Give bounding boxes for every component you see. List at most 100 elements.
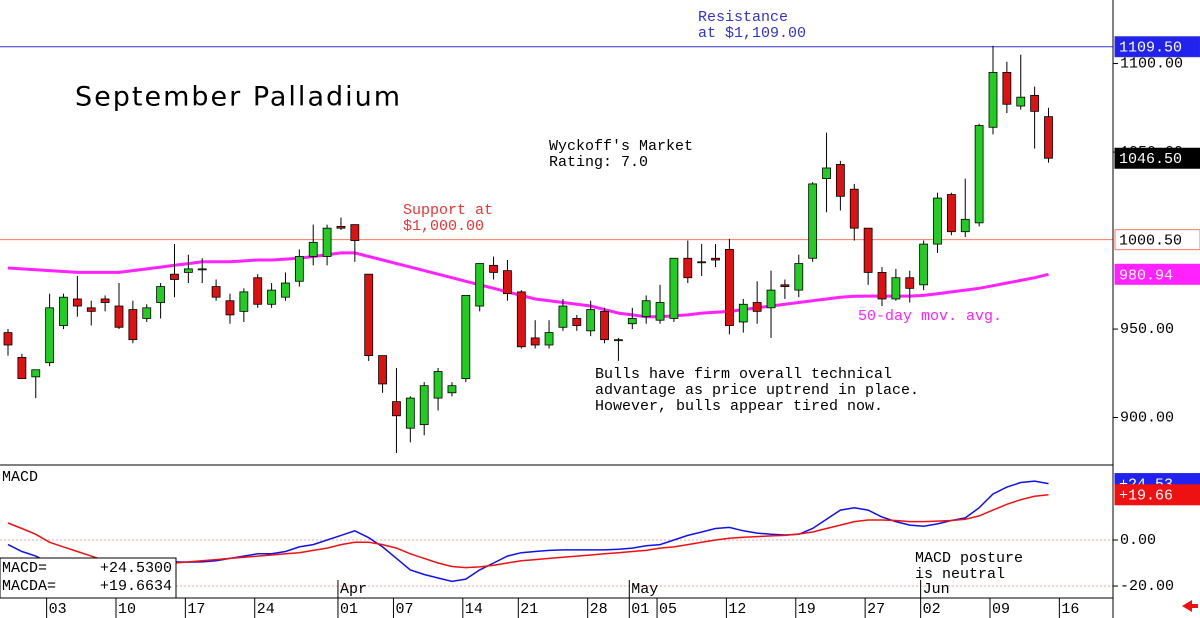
y-tick-label: 0.00	[1120, 532, 1156, 549]
moving-average	[7, 251, 1049, 319]
price-marker-label: 980.94	[1119, 267, 1173, 284]
candle-body	[378, 355, 387, 385]
price-marker-label: 1000.50	[1119, 233, 1182, 250]
candle-body	[863, 227, 873, 273]
candle-body	[433, 371, 443, 399]
candle-body	[738, 303, 748, 323]
macd-line	[7, 494, 1049, 569]
x-tick-label: 17	[187, 601, 205, 618]
annotation: is neutral	[915, 566, 1005, 583]
candle-body	[516, 291, 526, 348]
annotation: at $1,109.00	[698, 25, 806, 42]
candle-body	[405, 397, 415, 429]
candle-body	[558, 305, 568, 328]
candle-body	[794, 263, 804, 291]
candle-body	[933, 197, 942, 245]
annotation: Wyckoff's Market	[549, 138, 693, 155]
x-tick-label: 05	[659, 601, 677, 618]
x-tick-label: 24	[257, 601, 275, 618]
legend-box	[0, 557, 177, 599]
x-tick-label: 12	[728, 601, 746, 618]
candle-body	[946, 194, 956, 233]
candle-body	[142, 307, 152, 319]
candle-body	[586, 309, 596, 332]
panel-title: MACD	[2, 469, 38, 486]
legend-name: MACDA=	[2, 578, 56, 595]
candle-body	[45, 307, 55, 364]
candle-body	[59, 296, 68, 326]
candle-body	[641, 300, 651, 318]
month-label: May	[631, 581, 658, 598]
candle-body	[891, 277, 901, 300]
candle-body	[267, 289, 276, 305]
candle-body	[974, 125, 984, 224]
candle-body	[683, 257, 693, 279]
x-tick-label: 01	[340, 601, 358, 618]
candle-body	[1044, 116, 1053, 159]
candle-body	[281, 282, 290, 298]
candle-body	[364, 273, 374, 357]
candle-body	[1002, 71, 1012, 105]
candle-body	[697, 261, 707, 264]
scroll-arrow[interactable]	[1182, 600, 1198, 612]
candle-body	[336, 225, 346, 229]
x-tick-label: 09	[992, 601, 1010, 618]
annotation: Rating: 7.0	[549, 154, 648, 171]
candle-body	[780, 284, 790, 287]
annotation: Bulls have firm overall technical	[595, 366, 892, 383]
candle-body	[711, 257, 720, 261]
price-marker	[1114, 229, 1200, 251]
candle-body	[544, 332, 554, 346]
chart-title: September Palladium	[75, 82, 402, 113]
price-marker	[1114, 263, 1200, 285]
candle-body	[72, 298, 82, 307]
annotation: advantage as price uptrend in place.	[595, 382, 919, 399]
candle-body	[835, 164, 845, 197]
x-tick-label: 14	[465, 601, 483, 618]
candle-body	[614, 339, 623, 342]
annotation: MACD posture	[915, 550, 1023, 567]
ma-label: 50-day mov. avg.	[858, 308, 1002, 325]
price-marker	[1114, 147, 1200, 169]
candle-body	[17, 356, 27, 380]
x-tick-label: 28	[590, 601, 608, 618]
candle-body	[294, 256, 304, 282]
price-marker	[1114, 36, 1200, 58]
candle-body	[530, 337, 540, 346]
candle-body	[877, 272, 887, 300]
candle-body	[1016, 96, 1026, 107]
y-tick-label: 1100.00	[1120, 56, 1183, 73]
candle-body	[447, 385, 457, 394]
x-tick-label: 10	[118, 601, 136, 618]
candle-body	[655, 302, 665, 321]
candle-body	[86, 307, 96, 312]
candle-body	[919, 243, 929, 286]
legend-name: MACD=	[2, 560, 47, 577]
candle-body	[322, 227, 332, 257]
annotation: However, bulls appear tired now.	[595, 398, 883, 415]
annotation: Support at	[403, 202, 493, 219]
candle-body	[170, 273, 179, 280]
candle-body	[503, 270, 512, 295]
candle-body	[128, 309, 138, 341]
candle-body	[475, 263, 485, 307]
candle-body	[489, 264, 498, 273]
candle-body	[988, 71, 998, 128]
candle-body	[239, 291, 249, 312]
candle-body	[808, 183, 818, 259]
candle-body	[156, 286, 166, 303]
legend-value: +24.5300	[100, 560, 172, 577]
candle-body	[752, 302, 762, 312]
annotation: $1,000.00	[403, 218, 484, 235]
candle-body	[197, 268, 207, 271]
candle-body	[3, 332, 13, 346]
candle-body	[1030, 95, 1040, 112]
price-marker-label: 1046.50	[1119, 151, 1182, 168]
x-tick-label: 19	[798, 601, 816, 618]
candle-body	[31, 369, 41, 378]
y-tick-label: 900.00	[1120, 410, 1174, 427]
x-tick-label: 01	[631, 601, 649, 618]
candle-body	[572, 318, 582, 326]
candle-body	[461, 295, 471, 380]
